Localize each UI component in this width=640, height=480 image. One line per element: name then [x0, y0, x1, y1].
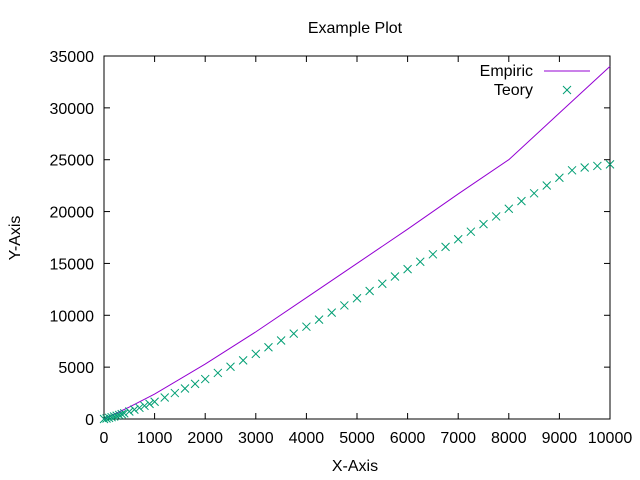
data-point — [135, 403, 144, 413]
data-point — [466, 227, 476, 237]
x-tick-label: 7000 — [440, 430, 476, 447]
data-point — [102, 414, 111, 423]
data-point — [567, 165, 577, 175]
chart-title: Example Plot — [308, 20, 403, 37]
series-teory — [99, 160, 615, 424]
data-point — [276, 336, 286, 345]
data-point — [99, 414, 109, 424]
data-point — [377, 279, 387, 289]
x-tick-label: 3000 — [238, 430, 274, 447]
x-tick-label: 2000 — [187, 430, 223, 447]
y-tick-label: 20000 — [50, 205, 95, 222]
data-point — [114, 410, 124, 420]
x-tick-label: 10000 — [588, 430, 633, 447]
y-tick-label: 15000 — [50, 256, 95, 273]
data-point — [213, 368, 223, 378]
y-tick-label: 30000 — [50, 101, 95, 118]
y-axis-label: Y-Axis — [7, 216, 24, 261]
data-point — [140, 401, 149, 411]
series-line — [103, 66, 611, 420]
ticks: 0 1000 2000 3000 4000 5000 6000 7000 8000 9000 100… — [50, 49, 633, 447]
series-layer — [99, 66, 615, 424]
plot-frame — [103, 55, 611, 420]
data-point — [226, 362, 235, 372]
data-point — [542, 181, 552, 190]
data-point — [453, 234, 463, 244]
data-point — [251, 349, 261, 359]
axes — [103, 55, 611, 420]
data-point — [150, 397, 159, 407]
data-point — [580, 163, 590, 172]
data-point — [289, 329, 299, 338]
data-point — [605, 160, 615, 169]
legend-entry-teory: Teory — [494, 82, 572, 99]
x-tick-label: 5000 — [339, 430, 375, 447]
data-point — [107, 412, 116, 422]
x-tick-label: 6000 — [390, 430, 426, 447]
data-point — [200, 374, 210, 384]
data-point — [180, 384, 190, 393]
x-axis-label: X-Axis — [332, 458, 378, 475]
data-point — [479, 219, 488, 229]
y-tick-label: 0 — [85, 412, 94, 429]
legend: Empiric Teory — [480, 63, 590, 99]
data-point — [529, 188, 539, 198]
x-tick-label: 8000 — [491, 430, 527, 447]
data-point — [352, 293, 362, 303]
y-tick-label: 25000 — [50, 153, 95, 170]
x-tick-label: 9000 — [542, 430, 578, 447]
data-point — [124, 407, 134, 416]
data-point — [145, 399, 154, 409]
legend-marker-swatch — [562, 85, 572, 95]
legend-label: Teory — [494, 82, 533, 99]
data-point — [428, 249, 438, 259]
x-tick-label: 0 — [100, 430, 109, 447]
data-point — [117, 409, 127, 419]
data-point — [327, 308, 337, 317]
x-tick-label: 4000 — [289, 430, 325, 447]
data-point — [504, 204, 514, 214]
data-point — [119, 408, 129, 418]
data-point — [190, 379, 200, 389]
data-point — [555, 173, 564, 183]
y-tick-label: 5000 — [58, 360, 94, 377]
x-tick-label: 1000 — [137, 430, 173, 447]
data-point — [160, 393, 170, 402]
data-point — [130, 405, 139, 415]
data-point — [104, 413, 114, 423]
data-point — [390, 272, 400, 281]
data-point — [109, 412, 119, 421]
data-point — [302, 322, 311, 332]
data-point — [112, 411, 122, 421]
y-tick-label: 10000 — [50, 308, 95, 325]
data-point — [491, 212, 501, 221]
data-point — [238, 356, 248, 365]
legend-entry-empiric: Empiric — [480, 63, 590, 80]
data-point — [441, 242, 450, 252]
data-point — [264, 342, 273, 352]
data-point — [415, 257, 425, 267]
data-point — [365, 286, 375, 296]
data-point — [339, 301, 349, 310]
data-point — [517, 196, 526, 206]
y-tick-label: 35000 — [50, 49, 95, 66]
series-empiric — [103, 66, 611, 420]
data-point — [170, 388, 180, 398]
data-point — [314, 315, 324, 324]
legend-label: Empiric — [480, 63, 533, 80]
data-point — [403, 264, 412, 274]
data-point — [592, 161, 602, 171]
